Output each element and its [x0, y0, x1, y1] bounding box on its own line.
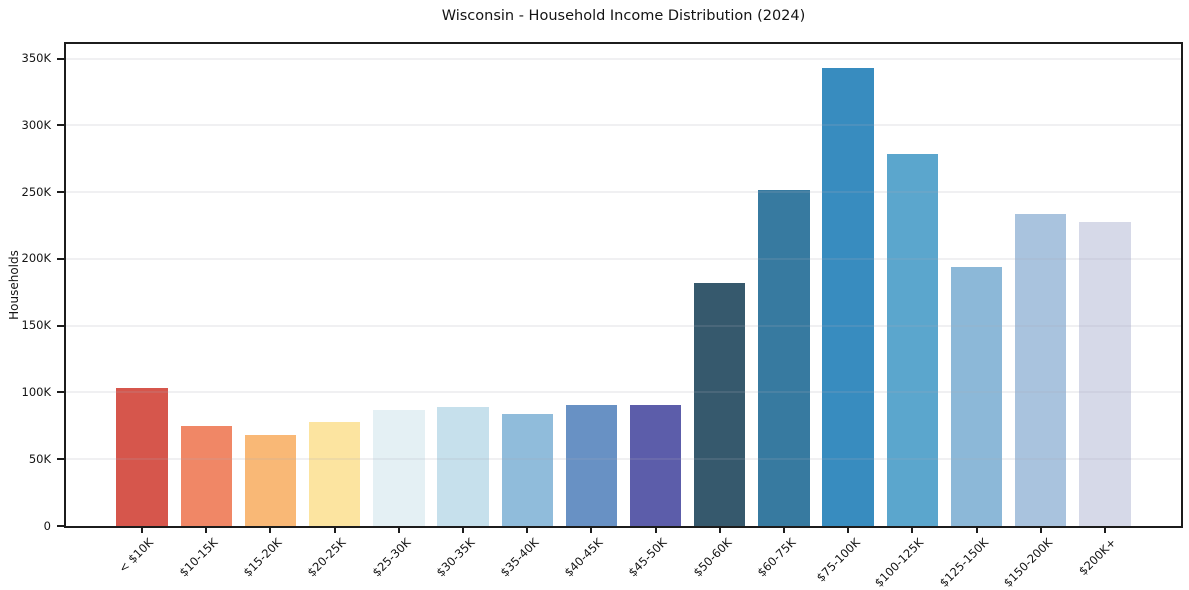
- x-tick-label: $25-30K: [368, 535, 414, 580]
- bar: [822, 68, 874, 526]
- x-tick-label: $30-35K: [433, 535, 478, 580]
- bar-slot: [303, 44, 367, 526]
- y-tick-label: 250K: [21, 184, 52, 199]
- x-tick-mark: [141, 528, 144, 533]
- x-tick-label: < $10K: [116, 535, 157, 576]
- bar: [373, 409, 425, 526]
- bar-slot: [495, 44, 559, 526]
- bar: [1079, 221, 1131, 526]
- bar-slot: [110, 44, 174, 526]
- x-tick-mark: [718, 528, 721, 533]
- y-axis: 0 50K 100K 150K 200K 250K 300K 350K: [0, 44, 64, 531]
- x-tick-label: $45-50K: [625, 535, 670, 580]
- x-tick-label: $40-45K: [561, 535, 606, 580]
- bar-slot: [688, 44, 752, 526]
- bar: [180, 425, 232, 526]
- x-tick-mark: [269, 528, 272, 533]
- bar: [437, 407, 489, 526]
- x-tick-mark: [782, 528, 785, 533]
- x-tick-label: $150-200K: [1000, 535, 1055, 590]
- bar: [308, 421, 361, 526]
- y-tick-label: 150K: [21, 317, 52, 332]
- y-tick-label: 0: [43, 518, 51, 533]
- y-tick-label: 350K: [21, 50, 52, 65]
- bar-slot: [944, 44, 1008, 526]
- bar-slot: [367, 44, 431, 526]
- bar: [1015, 213, 1067, 526]
- bar-slot: [752, 44, 816, 526]
- chart-title: Wisconsin - Household Income Distributio…: [441, 8, 806, 24]
- y-tick-mark: [57, 525, 64, 527]
- bar-slot: [238, 44, 302, 526]
- x-tick-label: $125-150K: [936, 535, 991, 590]
- bar: [950, 266, 1003, 526]
- x-tick-label: $200K+: [1076, 535, 1120, 579]
- x-tick-label: $75-100K: [813, 535, 863, 585]
- bar: [244, 435, 297, 526]
- bar-slot: [624, 44, 688, 526]
- bar: [116, 388, 168, 526]
- x-tick-label: $60-75K: [754, 535, 799, 580]
- x-tick-mark: [590, 528, 593, 533]
- x-tick-mark: [333, 528, 336, 533]
- bar: [694, 283, 746, 526]
- y-tick-mark: [57, 257, 64, 260]
- bar-slot: [559, 44, 623, 526]
- x-tick-mark: [462, 528, 465, 533]
- bar: [758, 189, 810, 526]
- bar: [886, 153, 939, 526]
- x-tick-label: $15-20K: [240, 535, 285, 580]
- bar: [501, 413, 553, 526]
- y-tick-mark: [57, 124, 64, 127]
- bar: [565, 404, 618, 526]
- x-tick-label: $10-15K: [176, 535, 221, 580]
- x-axis: < $10K $10-15K $15-20K $20-25K $25-30K $30-35…: [66, 528, 1181, 590]
- x-tick-mark: [847, 528, 850, 533]
- y-tick-label: 200K: [21, 251, 52, 266]
- y-tick-label: 50K: [28, 451, 51, 466]
- bar: [629, 404, 682, 526]
- bar-slot: [1073, 44, 1137, 526]
- x-tick-mark: [654, 528, 657, 533]
- bars-layer: [66, 44, 1181, 526]
- x-tick-mark: [397, 528, 400, 533]
- x-tick-mark: [1039, 528, 1042, 533]
- y-tick-mark: [57, 191, 64, 194]
- x-tick-mark: [526, 528, 529, 533]
- y-tick-label: 100K: [21, 384, 52, 399]
- x-tick-label: $20-25K: [304, 535, 349, 580]
- y-tick-mark: [57, 458, 64, 461]
- y-tick-mark: [57, 57, 64, 60]
- bar-slot: [880, 44, 944, 526]
- bar-slot: [174, 44, 238, 526]
- bar-slot: [816, 44, 880, 526]
- y-tick-mark: [57, 324, 64, 327]
- x-tick-label: $35-40K: [497, 535, 542, 580]
- y-tick-label: 300K: [21, 117, 52, 132]
- x-tick-mark: [975, 528, 978, 533]
- y-tick-mark: [57, 391, 64, 394]
- x-tick-mark: [911, 528, 914, 533]
- x-tick-label: $50-60K: [689, 535, 734, 580]
- x-tick-mark: [1103, 528, 1106, 533]
- bar-slot: [1009, 44, 1073, 526]
- plot-area: [64, 42, 1183, 528]
- x-tick-label: $100-125K: [872, 535, 927, 590]
- bar-slot: [431, 44, 495, 526]
- x-tick-mark: [205, 528, 208, 533]
